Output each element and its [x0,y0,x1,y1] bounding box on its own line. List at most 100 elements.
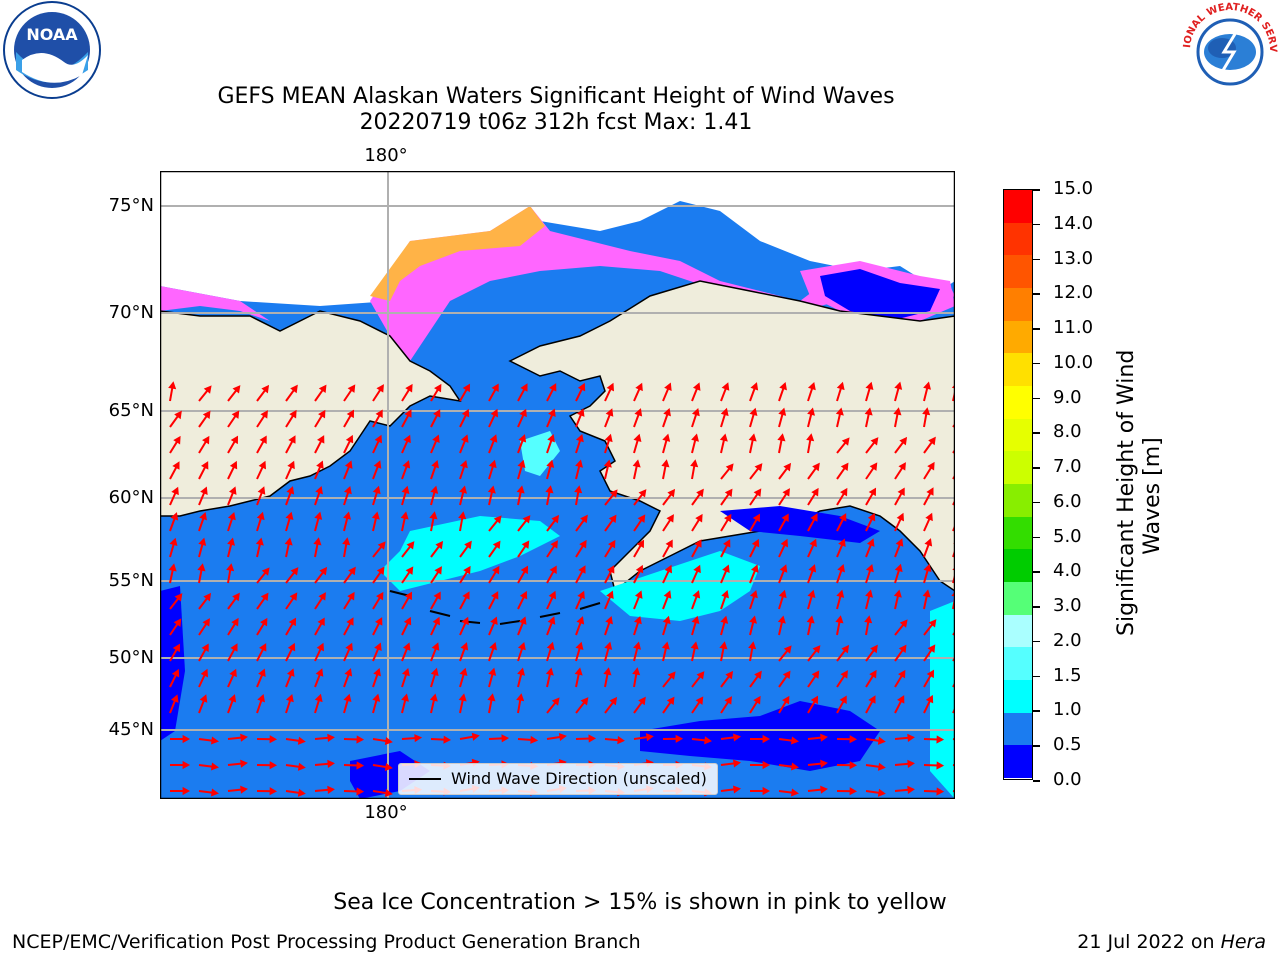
deep-blue-south [640,701,880,771]
wind-arrow-head [517,641,526,651]
wind-arrow-head [690,459,699,468]
wind-arrow-head [841,644,850,654]
wind-arrow-head [820,785,828,794]
wind-arrow-head [925,694,934,704]
wind-arrow-head [463,565,471,575]
wind-arrow-head [464,540,472,550]
wind-arrow-head [868,695,876,704]
colorbar-tick-label: 1.5 [1053,664,1082,686]
colorbar-tick-mark [1033,328,1040,330]
wind-arrow-head [327,759,335,768]
wind-arrow-head [864,615,873,624]
colorbar-tick-mark [1033,397,1040,400]
wind-arrow-head [374,434,382,444]
colorbar-tick-label: 9.0 [1053,386,1082,408]
wind-arrow-head [240,785,248,794]
wind-arrow-head [936,787,945,796]
wind-arrow-head [719,641,728,650]
wind-arrow-head [400,511,409,520]
wind-arrow-head [346,409,355,419]
wind-arrow-head [405,383,413,393]
wind-arrow-head [839,513,847,522]
wind-arrow-head [443,735,452,744]
wind-arrow-head [782,695,790,705]
wind-arrow-head [429,511,438,520]
wind-arrow-head [936,761,945,770]
wind-arrow-head [692,382,701,391]
wind-arrow-head [171,486,179,496]
wind-arrow-head [317,435,325,444]
wind-arrow-head [704,736,712,745]
wind-arrow-head [609,696,618,706]
wind-arrow-head [384,762,393,772]
wind-arrow-head [748,641,757,650]
wind-arrow-head [200,486,208,495]
wind-arrow-head [849,761,858,770]
lat-label-50: 50°N [108,647,154,668]
wind-arrow-head [517,667,525,676]
wind-arrow-head [344,460,353,469]
wind-arrow-head [401,485,410,495]
colorbar-tick-label: 10.0 [1053,351,1094,373]
wind-arrow-head [662,433,671,442]
wind-arrow-head [691,433,699,442]
wind-arrow-head [807,589,816,599]
wind-arrow-head [551,514,560,524]
lat-label-60: 60°N [108,487,154,508]
wind-arrow-head [460,642,469,651]
wind-arrow-head [168,563,177,572]
wind-arrow-head [753,488,762,497]
wind-arrow-head [578,565,586,574]
colorbar-tick-mark [1033,223,1040,226]
wind-arrow-head [316,642,324,652]
wind-arrow-head [898,644,907,653]
wind-arrow-head [373,460,382,469]
wind-arrow-head [376,384,384,393]
wind-arrow-head [638,489,647,498]
colorbar-tick-mark [1033,293,1040,295]
wind-arrow-head [609,489,618,498]
colorbar-tick-mark [1033,710,1040,712]
wind-arrow-head [617,736,625,745]
wind-arrow-head [864,407,873,416]
wind-arrow-head [869,669,877,679]
lat-label-75: 75°N [108,195,154,216]
wind-arrow-head [778,589,787,599]
noaa-logo: NOAA [2,0,102,100]
wind-arrow-head [840,670,848,679]
wind-arrow-head [922,407,931,416]
cyan-patch-east [930,601,955,799]
wind-arrow-head [430,667,439,677]
wind-arrow-head [261,384,270,394]
wind-arrow-head [777,615,786,624]
wind-arrow-head [894,563,903,573]
wind-arrow-head [227,537,235,546]
wind-arrow-head [835,615,844,624]
map-panel: Wind Wave Direction (unscaled) [159,170,956,800]
wind-arrow-head [520,383,528,392]
wind-arrow-head [258,460,266,470]
wind-arrow-head [895,538,904,547]
wind-arrow-head [782,488,790,497]
wind-arrow-head [404,409,412,418]
wind-arrow-head [927,461,935,471]
wind-arrow-head [548,408,556,417]
colorbar-segment [1004,255,1032,289]
wind-arrow-head [530,735,539,744]
wind-arrow-head [318,384,327,393]
lat-label-45: 45°N [108,719,154,740]
wind-arrow-head [327,785,335,794]
wind-arrow-head [926,669,935,679]
wind-arrow-head [356,735,365,744]
wind-arrow-head [634,408,643,417]
wind-arrow-head [849,787,858,796]
wind-arrow-head [260,410,268,419]
wind-arrow-head [749,407,758,417]
wind-arrow-head [288,435,296,444]
wind-arrow-head [356,787,365,796]
wind-arrow-head [579,539,587,549]
wind-arrow-head [812,462,820,472]
wind-arrow-head [384,788,393,798]
wind-arrow-head [518,434,527,443]
wind-arrow-head [519,590,528,600]
